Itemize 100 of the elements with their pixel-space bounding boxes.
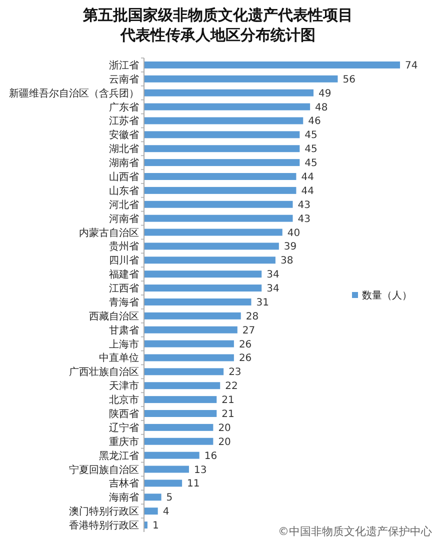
data-label: 11 <box>187 478 200 490</box>
data-label: 26 <box>238 353 252 364</box>
y-tick-label: 云南省 <box>109 73 139 86</box>
bar <box>144 438 214 445</box>
y-tick-label: 湖南省 <box>109 157 139 170</box>
y-tick-label: 重庆市 <box>109 436 139 448</box>
data-label: 34 <box>266 270 280 281</box>
y-tick-label: 辽宁省 <box>109 422 139 434</box>
bar <box>144 494 162 501</box>
data-label: 23 <box>228 367 242 378</box>
data-label: 49 <box>318 88 332 100</box>
y-tick-label: 甘肃省 <box>109 324 139 336</box>
bar <box>144 61 400 68</box>
data-label: 45 <box>304 130 318 142</box>
y-tick-label: 广东省 <box>109 101 139 114</box>
data-label: 26 <box>238 339 252 350</box>
data-label: 21 <box>222 409 234 420</box>
data-label: 22 <box>225 381 238 392</box>
bar <box>144 173 296 180</box>
annotation: ©中国非物质文化遗产保护中心 <box>278 525 432 538</box>
bar <box>144 354 234 362</box>
y-tick-label: 青海省 <box>109 296 139 308</box>
y-tick-label: 新疆维吾尔自治区（含兵团） <box>9 87 139 100</box>
data-label: 56 <box>342 74 356 86</box>
y-tick-label: 澳门特别行政区 <box>69 506 139 518</box>
data-label: 5 <box>166 492 173 504</box>
data-label: 34 <box>266 284 280 295</box>
bar <box>144 452 200 459</box>
bar <box>144 298 252 306</box>
y-tick-label: 宁夏回族自治区 <box>69 464 139 476</box>
bar <box>144 131 300 138</box>
bar <box>144 159 300 166</box>
y-tick-label: 中直单位 <box>99 352 139 364</box>
bar <box>144 410 217 417</box>
data-label: 27 <box>242 325 256 336</box>
y-tick-label: 江苏省 <box>109 115 139 128</box>
y-tick-label: 四川省 <box>109 254 139 267</box>
y-tick-label: 浙江省 <box>109 59 139 72</box>
y-tick-label: 河北省 <box>109 198 139 211</box>
bar <box>144 103 310 110</box>
legend-label: 数量（人） <box>362 290 412 302</box>
y-tick-label: 湖北省 <box>109 143 139 156</box>
data-label: 40 <box>287 228 300 239</box>
bar <box>144 89 314 96</box>
y-tick-label: 河南省 <box>109 212 139 225</box>
bar <box>144 396 217 404</box>
y-tick-label: 西藏自治区 <box>89 310 139 322</box>
y-tick-label: 香港特别行政区 <box>69 520 139 532</box>
y-tick-label: 上海市 <box>109 338 139 350</box>
data-label: 46 <box>308 116 321 128</box>
bar <box>144 340 234 348</box>
data-label: 20 <box>218 422 231 434</box>
data-label: 4 <box>162 506 170 518</box>
bar <box>144 326 238 334</box>
bar <box>144 228 282 236</box>
y-tick-label: 海南省 <box>109 492 139 504</box>
bar <box>144 466 189 473</box>
data-label: 45 <box>304 144 318 156</box>
bar <box>144 480 182 487</box>
bar <box>144 214 293 222</box>
data-label: 28 <box>246 311 259 322</box>
bar <box>144 75 338 82</box>
data-label: 43 <box>298 200 310 211</box>
y-tick-label: 江西省 <box>109 282 139 295</box>
y-tick-label: 福建省 <box>109 268 139 281</box>
bar <box>144 256 276 264</box>
data-label: 16 <box>204 450 218 462</box>
bar <box>144 382 220 390</box>
bar <box>144 424 214 431</box>
y-tick-label: 山西省 <box>109 171 139 183</box>
data-label: 38 <box>280 256 294 267</box>
data-label: 13 <box>194 464 207 476</box>
chart-title: 第五批国家级非物质文化遗产代表性项目 <box>82 6 353 24</box>
bar <box>144 312 241 320</box>
bar <box>144 145 300 152</box>
data-label: 44 <box>301 186 314 197</box>
y-tick-label: 天津市 <box>109 380 139 392</box>
y-tick-label: 吉林省 <box>109 478 139 490</box>
data-label: 43 <box>298 214 310 225</box>
bar <box>144 242 279 250</box>
y-tick-label: 山东省 <box>109 184 139 197</box>
data-label: 39 <box>284 242 297 253</box>
data-label: 20 <box>218 436 231 448</box>
data-label: 44 <box>301 172 314 183</box>
y-tick-label: 贵州省 <box>109 240 139 253</box>
bar <box>144 117 304 124</box>
y-tick-label: 北京市 <box>109 394 139 406</box>
data-label: 21 <box>222 395 234 406</box>
y-tick-label: 内蒙古自治区 <box>79 226 139 239</box>
y-tick-label: 广西壮族自治区 <box>69 366 139 378</box>
bar <box>144 186 296 194</box>
bar <box>144 200 293 208</box>
data-label: 45 <box>304 158 318 170</box>
bar <box>144 508 158 515</box>
data-label: 31 <box>256 297 269 308</box>
data-label: 48 <box>315 102 328 114</box>
data-label: 74 <box>405 60 418 72</box>
y-tick-label: 黑龙江省 <box>99 450 139 462</box>
y-tick-label: 陕西省 <box>109 408 139 420</box>
chart-subtitle: 代表性传承人地区分布统计图 <box>120 26 316 44</box>
